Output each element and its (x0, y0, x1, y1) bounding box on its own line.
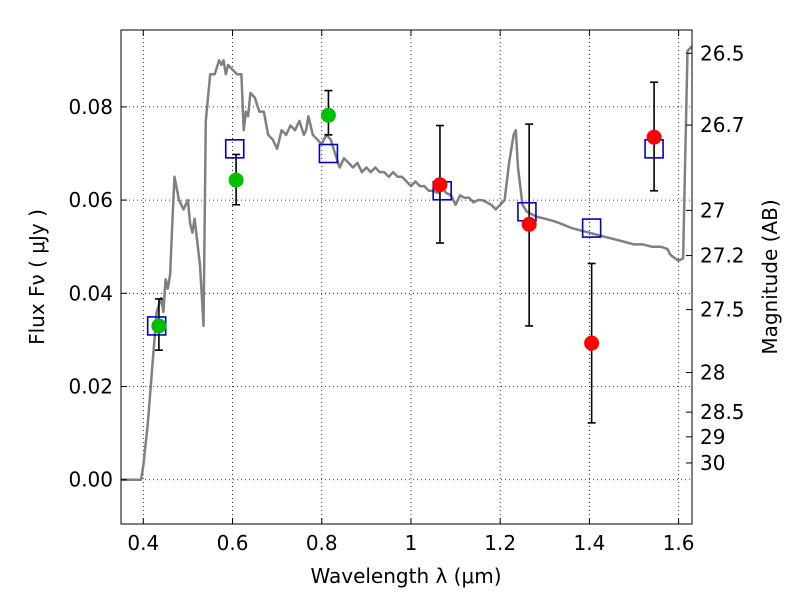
observed-flux-points (151, 107, 662, 351)
right-axis-label: Magnitude (AB) (758, 199, 782, 354)
right-tick-label: 27 (700, 198, 725, 222)
axis-ticks: 0.4 0.6 0.8 1 1.2 1.4 1.6 0.00 0.02 0.04 0.06 0.08 2… (68, 30, 745, 555)
observed-point-green (228, 172, 244, 188)
model-flux-squares (146, 139, 664, 336)
right-tick-label: 30 (700, 451, 725, 475)
right-tick-label: 28.5 (700, 400, 745, 424)
x-tick-label: 1.4 (573, 531, 605, 555)
right-tick-label: 29 (700, 425, 725, 449)
y-tick-label: 0.08 (68, 95, 113, 119)
x-axis-label: Wavelength λ (μm) (310, 564, 501, 588)
y-axis-label: Flux Fν ( μJy ) (25, 209, 49, 345)
x-tick-label: 1.2 (484, 531, 516, 555)
model-sed-series (121, 45, 693, 481)
observed-point-red (584, 335, 600, 351)
x-tick-label: 0.6 (217, 531, 249, 555)
y-tick-label: 0.02 (68, 375, 113, 399)
y-tick-label: 0.00 (68, 468, 113, 492)
y-tick-label: 0.04 (68, 281, 113, 305)
y-tick-label: 0.06 (68, 188, 113, 212)
right-tick-label: 26.5 (700, 41, 745, 65)
right-tick-label: 27.2 (700, 244, 745, 268)
x-tick-label: 1 (405, 531, 418, 555)
x-tick-label: 0.4 (127, 531, 159, 555)
observed-point-green (320, 107, 336, 123)
observed-point-red (646, 129, 662, 145)
right-tick-label: 28 (700, 361, 725, 385)
model-flux-square (318, 143, 339, 164)
observed-point-green (151, 318, 167, 334)
observed-point-red (521, 216, 537, 232)
right-tick-label: 26.7 (700, 113, 745, 137)
plot-frame (120, 29, 693, 525)
model-sed-line (121, 45, 693, 481)
model-flux-square (581, 218, 602, 238)
model-flux-square (224, 139, 245, 159)
x-tick-label: 0.8 (306, 531, 338, 555)
x-tick-label: 1.6 (663, 531, 695, 555)
observed-point-red (432, 177, 448, 193)
right-tick-label: 27.5 (700, 298, 745, 322)
